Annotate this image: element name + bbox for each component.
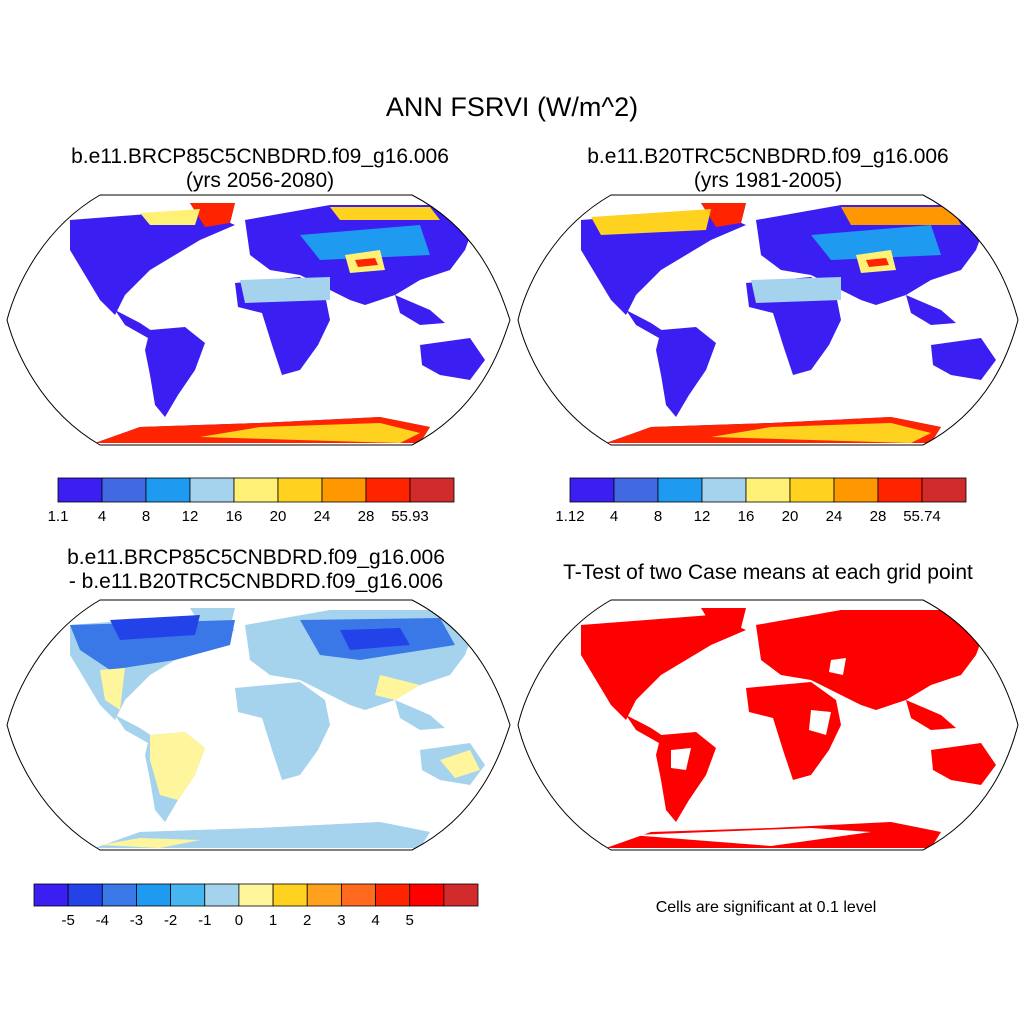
colorbar-tick-label: 4: [610, 508, 618, 525]
colorbar-swatch: [136, 883, 172, 907]
colorbar-tick-label: 28: [358, 508, 375, 525]
colorbar-tick-label: 16: [226, 508, 243, 525]
colorbar-swatch: [67, 883, 103, 907]
colorbar-swatch: [877, 477, 923, 503]
colorbar-swatch: [375, 883, 411, 907]
colorbar-2: 1.12 4 8 12 16 20 24 28 55.74: [555, 477, 967, 525]
colorbar-swatch: [272, 883, 308, 907]
colorbar-tick-label: 20: [270, 508, 287, 525]
colorbar-tick-label: -1: [198, 912, 211, 929]
panel-title-2: b.e11.B20TRC5CNBDRD.f09_g16.006 (yrs 198…: [518, 145, 1018, 193]
colorbar-swatch: [321, 477, 367, 503]
colorbar-swatch: [789, 477, 835, 503]
colorbar-tick-label: 1: [269, 912, 277, 929]
colorbar-tick-label: 24: [826, 508, 843, 525]
colorbar-tick-label: -4: [96, 912, 109, 929]
significance-note: Cells are significant at 0.1 level: [655, 899, 877, 916]
figure-title: ANN FSRVI (W/m^2): [385, 92, 639, 122]
colorbar-3: -5 -4 -3 -2 -1 0 1 2 3 4 5: [33, 883, 479, 929]
colorbar-1: 1.1 4 8 12 16 20 24 28 55.93: [48, 477, 455, 525]
panel-3-minus-case: - b.e11.B20TRC5CNBDRD.f09_g16.006: [68, 570, 444, 593]
colorbar-swatch: [409, 477, 455, 503]
panel-2-case: b.e11.B20TRC5CNBDRD.f09_g16.006: [587, 145, 949, 168]
map-4-border: [517, 599, 1019, 851]
colorbar-tick-label: 20: [782, 508, 799, 525]
colorbar-swatch: [833, 477, 879, 503]
colorbar-swatch: [204, 883, 240, 907]
colorbar-tick-label: 12: [182, 508, 199, 525]
colorbar-tick-label: 0: [235, 912, 243, 929]
colorbar-tick-label: -2: [164, 912, 177, 929]
colorbar-tick-label: 24: [314, 508, 331, 525]
colorbar-swatch: [57, 477, 103, 503]
map-panel-1: [6, 194, 511, 446]
panel-1-years: (yrs 2056-2080): [185, 169, 335, 192]
map-panel-4: [517, 599, 1019, 851]
colorbar-swatch: [145, 477, 191, 503]
colorbar-swatch: [443, 883, 479, 907]
map-2-border: [517, 194, 1019, 446]
panel-1-case: b.e11.BRCP85C5CNBDRD.f09_g16.006: [71, 145, 449, 168]
colorbar-tick-label: 2: [303, 912, 311, 929]
panel-title-3: b.e11.BRCP85C5CNBDRD.f09_g16.006 - b.e11…: [6, 546, 506, 594]
colorbar-swatch: [238, 883, 274, 907]
colorbar-swatch: [365, 477, 411, 503]
colorbar-swatch: [101, 477, 147, 503]
colorbar-tick-label: -3: [130, 912, 143, 929]
colorbar-tick-label: 1.12: [555, 508, 584, 525]
colorbar-swatch: [701, 477, 747, 503]
colorbar-tick-label: 12: [694, 508, 711, 525]
colorbar-swatch: [170, 883, 206, 907]
colorbar-tick-label: 4: [371, 912, 379, 929]
colorbar-swatch: [101, 883, 137, 907]
colorbar-swatch: [657, 477, 703, 503]
colorbar-swatch: [277, 477, 323, 503]
colorbar-tick-label: -5: [61, 912, 74, 929]
colorbar-swatch: [340, 883, 376, 907]
colorbar-tick-label: 28: [870, 508, 887, 525]
panel-4-title: T-Test of two Case means at each grid po…: [563, 561, 973, 584]
colorbar-swatch: [306, 883, 342, 907]
colorbar-tick-label: 55.93: [391, 508, 429, 525]
colorbar-tick-label: 5: [406, 912, 414, 929]
colorbar-tick-label: 16: [738, 508, 755, 525]
panel-2-years: (yrs 1981-2005): [693, 169, 843, 192]
colorbar-swatch: [33, 883, 69, 907]
colorbar-swatch: [569, 477, 615, 503]
colorbar-swatch: [409, 883, 445, 907]
colorbar-swatch: [233, 477, 279, 503]
map-3-border: [6, 599, 511, 851]
panel-3-case: b.e11.BRCP85C5CNBDRD.f09_g16.006: [67, 546, 445, 569]
colorbar-tick-label: 1.1: [48, 508, 69, 525]
panel-title-4: T-Test of two Case means at each grid po…: [518, 561, 1018, 585]
colorbar-tick-label: 3: [337, 912, 345, 929]
colorbar-swatch: [921, 477, 967, 503]
colorbar-tick-label: 8: [654, 508, 662, 525]
panel-title-1: b.e11.BRCP85C5CNBDRD.f09_g16.006 (yrs 20…: [10, 145, 510, 193]
colorbar-swatch: [613, 477, 659, 503]
colorbar-tick-label: 55.74: [903, 508, 941, 525]
map-panel-3: [6, 599, 511, 851]
colorbar-swatch: [745, 477, 791, 503]
colorbar-tick-label: 4: [98, 508, 106, 525]
colorbar-tick-label: 8: [142, 508, 150, 525]
map-1-border: [6, 194, 511, 446]
map-panel-2: [517, 194, 1019, 446]
colorbar-swatch: [189, 477, 235, 503]
